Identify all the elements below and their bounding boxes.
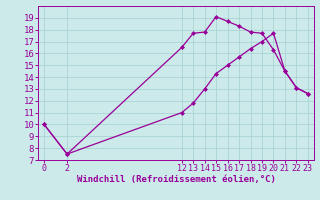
X-axis label: Windchill (Refroidissement éolien,°C): Windchill (Refroidissement éolien,°C): [76, 175, 276, 184]
